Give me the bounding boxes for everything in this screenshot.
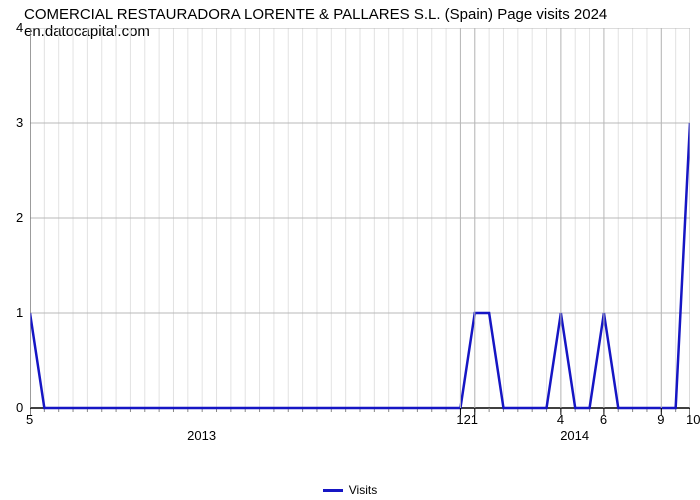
x-tick-label: 10 xyxy=(686,412,700,427)
line-chart xyxy=(30,28,690,448)
x-tick-label: 5 xyxy=(26,412,33,427)
chart-area xyxy=(30,28,690,448)
x-tick-label: 9 xyxy=(657,412,664,427)
y-tick-label: 3 xyxy=(16,115,23,130)
legend-swatch xyxy=(323,489,343,492)
x-year-label: 2013 xyxy=(187,428,216,443)
x-tick-label: 12 xyxy=(456,412,470,427)
legend: Visits xyxy=(0,483,700,497)
legend-label: Visits xyxy=(349,483,377,497)
x-year-label: 2014 xyxy=(560,428,589,443)
y-tick-label: 1 xyxy=(16,305,23,320)
y-tick-label: 4 xyxy=(16,20,23,35)
y-tick-label: 0 xyxy=(16,400,23,415)
y-tick-label: 2 xyxy=(16,210,23,225)
x-tick-label: 4 xyxy=(557,412,564,427)
x-tick-label: 1 xyxy=(471,412,478,427)
x-tick-label: 6 xyxy=(600,412,607,427)
